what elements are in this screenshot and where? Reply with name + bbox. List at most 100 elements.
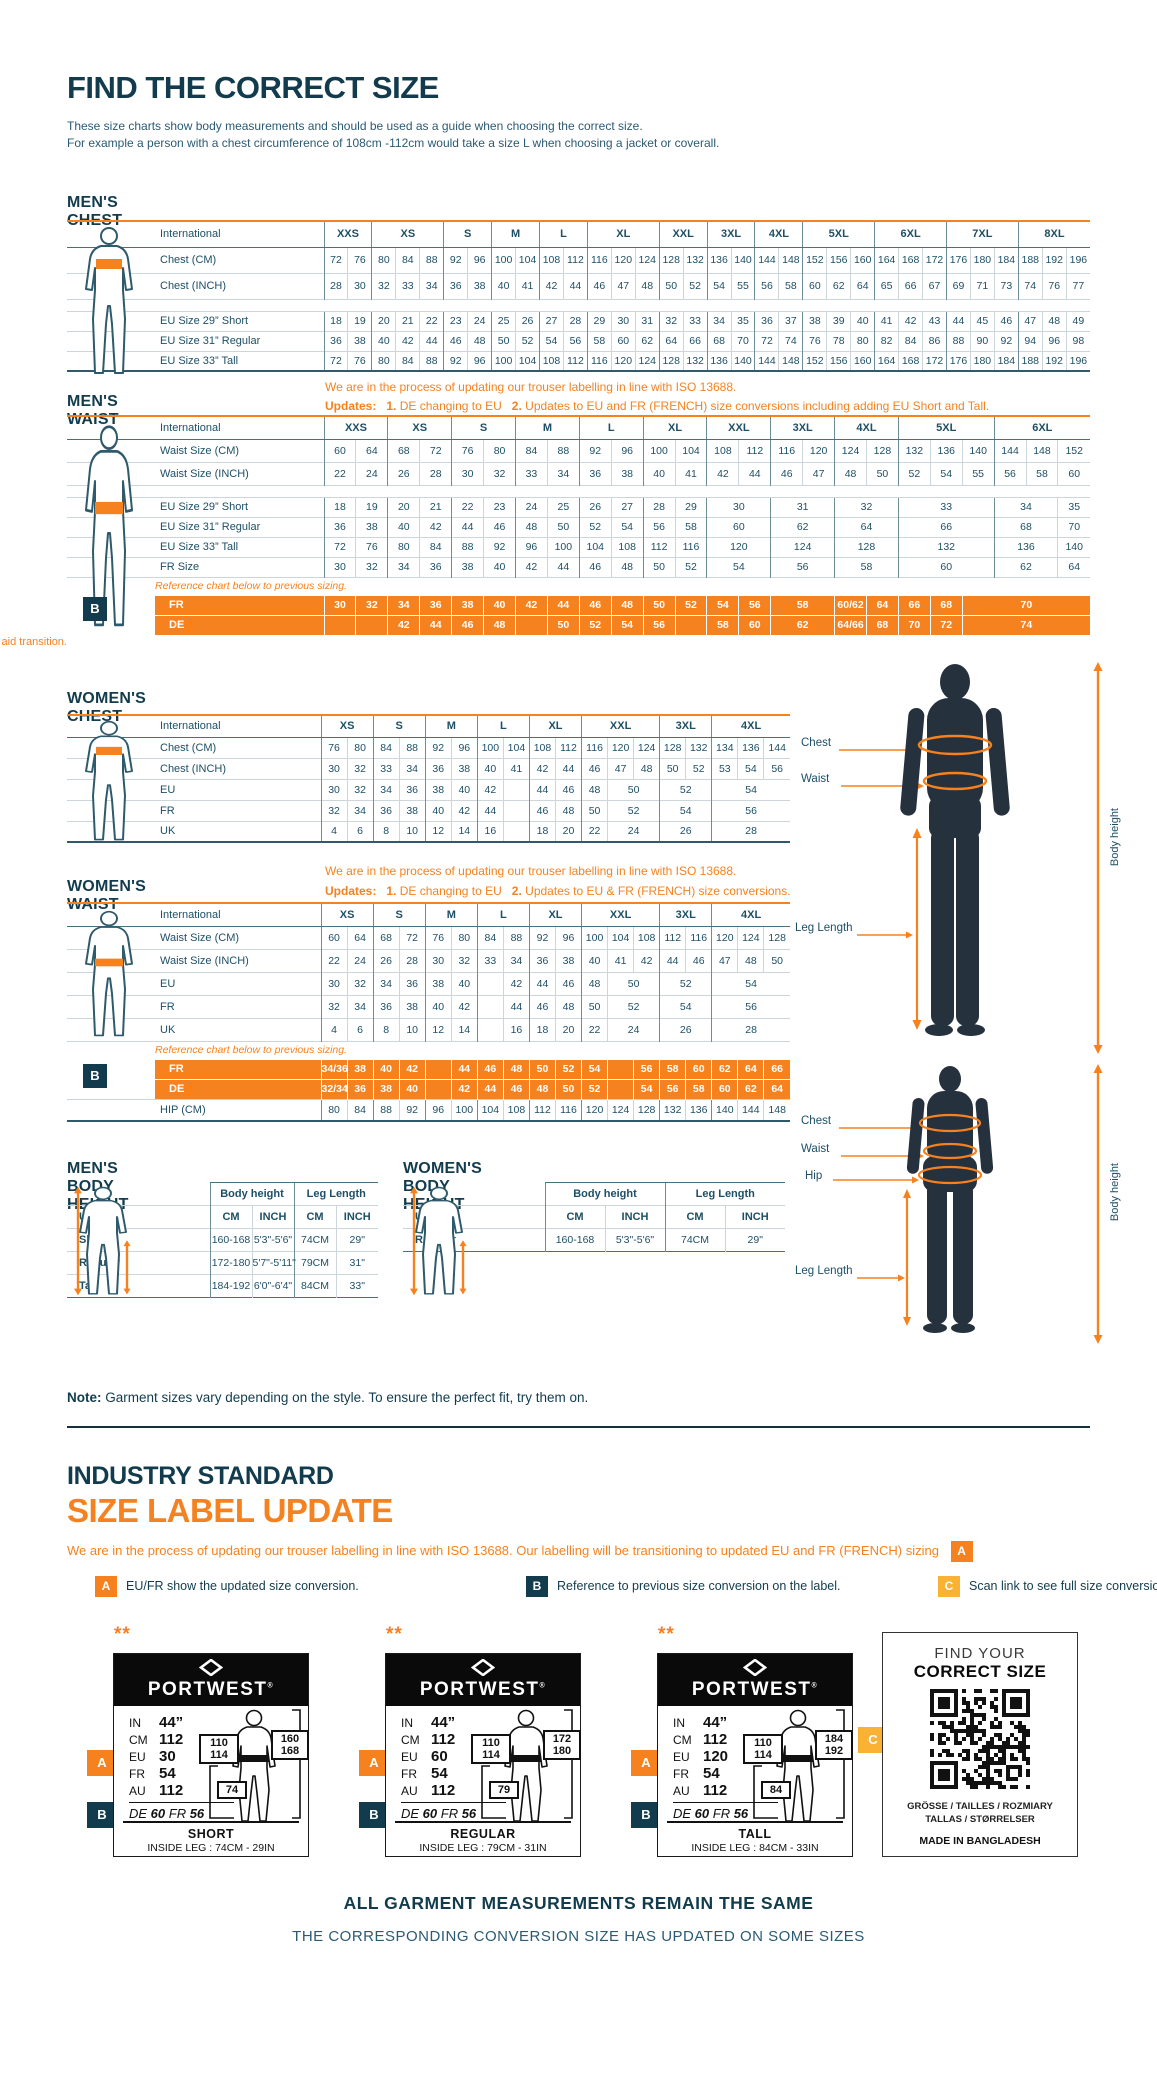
size-cell: 50	[528, 1058, 556, 1079]
size-cell: 42	[706, 461, 739, 485]
section-divider	[67, 1426, 1090, 1428]
size-col-header: M	[424, 903, 478, 927]
size-cell: 80	[346, 736, 374, 758]
size-cell: 28	[562, 310, 588, 331]
size-cell: 36	[323, 516, 356, 537]
size-cell: 40	[483, 594, 516, 615]
previous-size-ref: DE 60 FR 56	[129, 1802, 234, 1821]
size-cell: 54	[610, 614, 644, 635]
size-cell: 36	[754, 310, 779, 331]
size-cell: 58	[1025, 461, 1058, 485]
size-cell: 64	[865, 594, 899, 615]
size-cell: 34	[993, 496, 1058, 517]
table-row: Chest (INCH) 30 32 33 34 36 38 40 41 42 44 46 47 48 50…	[67, 757, 790, 779]
size-col-header: S	[372, 903, 426, 927]
table-row: Tall 184-192 6'0"-6'4" 84CM 33"	[67, 1274, 378, 1298]
size-cell: 62	[634, 330, 660, 351]
size-col-header: M	[514, 416, 580, 440]
size-cell: 52	[674, 556, 707, 577]
size-cell: 32	[658, 310, 684, 331]
table-label-header: International	[67, 715, 322, 738]
size-cell: 50	[607, 778, 660, 800]
size-cell: 46	[578, 594, 612, 615]
size-cell: 34/36	[320, 1058, 348, 1079]
table-row: Waist Size (INCH) 22 24 26 28 30 32 33 34 36 38 40 4…	[67, 948, 790, 972]
man-leg-length-label: Leg Length	[795, 922, 853, 934]
size-col-header: 4XL	[754, 221, 803, 248]
footer-line-2: THE CORRESPONDING CONVERSION SIZE HAS UP…	[292, 1928, 865, 1945]
size-cell: 94	[1017, 330, 1043, 351]
size-cell: 14	[450, 1017, 478, 1041]
size-cell: 112	[528, 1098, 556, 1121]
size-cell: 80	[320, 1098, 348, 1121]
size-row: IN 44”	[401, 1714, 456, 1731]
size-cell: 124	[607, 1098, 634, 1121]
size-cell: 46	[476, 1058, 504, 1079]
col-header: INCH	[604, 1205, 665, 1229]
size-cell: 76	[320, 736, 348, 758]
size-cell: 84	[476, 925, 504, 949]
size-cell: 60	[323, 438, 356, 462]
value-cell: 160-168	[209, 1228, 252, 1252]
row-label: UK	[67, 1017, 322, 1041]
size-cell: 84	[346, 1098, 374, 1121]
size-cell: 58	[706, 614, 739, 635]
body-height-table: Body height Leg Length Units CM INCH CM INCH Sh…	[67, 1182, 378, 1298]
size-cell: 76	[347, 350, 372, 371]
size-cell: 90	[969, 330, 995, 351]
size-cell: 23	[483, 496, 516, 517]
size-col-header: L	[476, 903, 530, 927]
size-cell	[355, 614, 388, 635]
value-cell: 5'3"-5'6"	[604, 1228, 665, 1252]
size-cell	[323, 614, 356, 635]
size-cell: 8	[372, 1017, 400, 1041]
card-divider	[395, 1821, 571, 1823]
size-cell: 26	[578, 496, 612, 517]
size-cell: 38	[398, 799, 426, 821]
industry-paragraph-text: We are in the process of updating our tr…	[67, 1542, 939, 1558]
size-cell: 48	[467, 330, 492, 351]
size-cell: 22	[451, 496, 484, 517]
row-label: EU Size 31” Regular	[67, 516, 325, 537]
size-cell: 38	[398, 994, 426, 1018]
size-cell: 124	[737, 925, 764, 949]
size-cell: 124	[634, 246, 660, 273]
size-cell: 100	[491, 350, 516, 371]
size-col-header: S	[372, 715, 426, 738]
size-col-header: M	[424, 715, 478, 738]
size-cell: 44	[450, 1058, 478, 1079]
size-cell: 116	[770, 438, 803, 462]
size-cell: 160	[850, 246, 875, 273]
size-cell: 30	[323, 556, 356, 577]
size-cell: 34	[502, 948, 530, 972]
size-row: EU 60	[401, 1748, 448, 1765]
garment-note: Note: Garment sizes vary depending on th…	[67, 1390, 588, 1405]
size-cell: 76	[451, 438, 484, 462]
size-cell: 132	[897, 438, 931, 462]
size-cell: 30	[451, 461, 484, 485]
row-label: Regular	[67, 1251, 210, 1275]
size-row: IN 44”	[129, 1714, 184, 1731]
size-cell: 52	[515, 330, 540, 351]
size-cell: 21	[395, 310, 420, 331]
size-cell: 156	[826, 246, 851, 273]
size-cell: 34	[387, 556, 420, 577]
brand-header: PORTWEST®	[114, 1654, 308, 1706]
size-cell: 20	[554, 1017, 582, 1041]
value-cell: 172-180	[209, 1251, 252, 1275]
size-cell: 32/34	[320, 1078, 348, 1099]
size-cell: 92	[443, 350, 468, 371]
size-cell: 46	[502, 1078, 530, 1099]
size-cell: 19	[355, 496, 388, 517]
legend-text-a: EU/FR show the updated size conversion.	[126, 1578, 359, 1593]
waist-measure-box: 110 114	[199, 1734, 239, 1764]
size-cell: 156	[826, 350, 851, 371]
col-header: CM	[209, 1205, 252, 1229]
size-cell: 104	[515, 246, 540, 273]
row-label: DE	[155, 614, 325, 635]
table-row: FR 32 34 36 38 40 42 44 46 48 50 52 54 56	[67, 994, 790, 1018]
row-label: DE	[155, 1078, 322, 1099]
table-row: EU Size 31” Regular 36 38 40 42 44 46 48 50 52 54 5…	[67, 330, 1091, 351]
size-row: EU 30	[129, 1748, 176, 1765]
col-header: Units	[67, 1205, 210, 1229]
